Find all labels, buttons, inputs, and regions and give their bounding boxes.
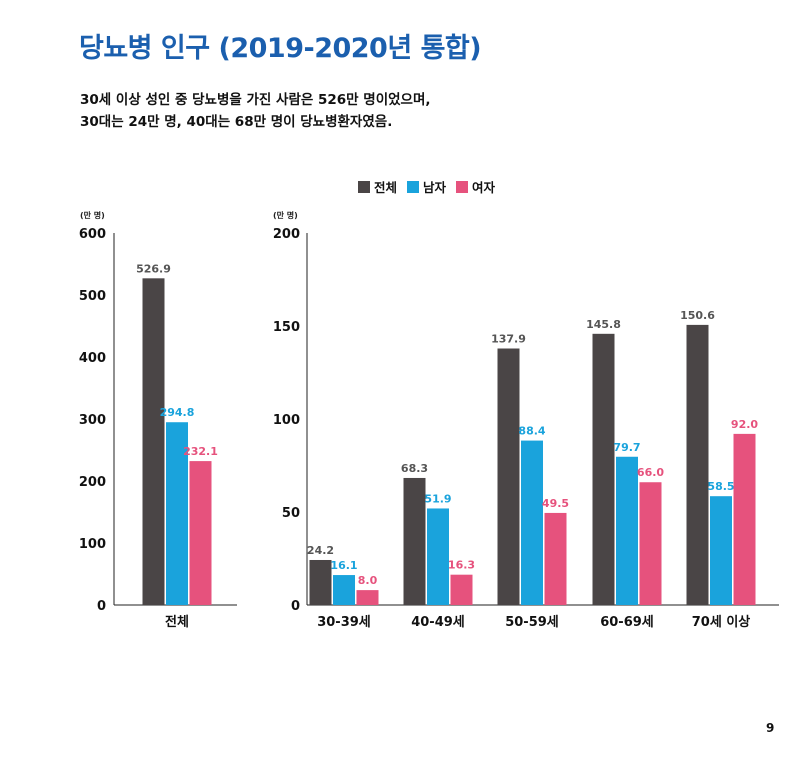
chart-0-y-tick-label: 600 (79, 227, 106, 242)
data-label-total: 526.9 (136, 262, 171, 275)
chart-1-y-tick-label: 150 (273, 320, 300, 335)
bar-total (686, 324, 709, 605)
chart-0-unit-label: (만 명) (80, 210, 105, 220)
legend-item-total: 전체 (358, 177, 397, 196)
bar-female (544, 512, 567, 605)
data-label-total: 68.3 (401, 462, 428, 475)
legend-swatch-female (456, 180, 469, 193)
data-label-male: 58.5 (707, 480, 734, 493)
chart-0-y-tick-label: 400 (79, 351, 106, 366)
chart-1-y-tick-label: 100 (273, 413, 300, 428)
subtitle-line-2: 30대는 24만 명, 40대는 68만 명이 당뇨병환자였음. (80, 114, 393, 130)
legend-swatch-total (358, 180, 370, 193)
bar-male (710, 496, 732, 605)
data-label-male: 294.8 (160, 406, 195, 419)
page-subtitle: 30세 이상 성인 중 당뇨병을 가진 사람은 526만 명이었으며, 30대는… (80, 89, 431, 133)
bar-male (333, 575, 355, 605)
data-label-female: 16.3 (448, 559, 475, 572)
bar-male (427, 508, 449, 605)
legend-label-male: 남자 (423, 180, 447, 195)
subtitle-line-1: 30세 이상 성인 중 당뇨병을 가진 사람은 526만 명이었으며, (80, 92, 431, 108)
chart-1-x-tick-label: 40-49세 (411, 615, 465, 630)
chart-0-y-tick-label: 200 (79, 475, 106, 490)
chart-legend: 전체 남자 여자 (358, 177, 495, 196)
data-label-male: 88.4 (518, 425, 545, 438)
bar-female (639, 482, 662, 605)
bar-female (733, 433, 756, 605)
bar-total (309, 559, 332, 605)
data-label-male: 16.1 (330, 559, 357, 572)
data-label-female: 8.0 (358, 574, 378, 587)
chart-1-x-tick-label: 70세 이상 (692, 614, 751, 630)
chart-1-y-tick-label: 200 (273, 227, 300, 242)
chart-0-y-tick-label: 0 (97, 599, 106, 614)
chart-1-x-tick-label: 30-39세 (317, 615, 371, 630)
bar-male (521, 440, 543, 605)
legend-swatch-male (407, 180, 420, 193)
data-label-female: 92.0 (731, 418, 758, 431)
bar-total (142, 278, 165, 605)
bar-total (592, 333, 615, 605)
chart-0-y-tick-label: 100 (79, 537, 106, 552)
data-label-total: 145.8 (586, 318, 621, 331)
legend-label-total: 전체 (374, 180, 398, 195)
page-number: 9 (766, 721, 775, 735)
data-label-total: 24.2 (307, 544, 334, 557)
chart-1-x-tick-label: 50-59세 (505, 615, 559, 630)
data-label-total: 137.9 (491, 333, 526, 346)
chart-0-y-tick-label: 500 (79, 289, 106, 304)
data-label-female: 49.5 (542, 497, 569, 510)
chart-1-y-tick-label: 0 (291, 599, 300, 614)
data-label-female: 232.1 (183, 445, 218, 458)
bar-male (616, 456, 638, 605)
chart-1-y-tick-label: 50 (282, 506, 300, 521)
bar-female (356, 590, 379, 605)
data-label-male: 51.9 (424, 492, 451, 505)
chart-1-x-tick-label: 60-69세 (600, 615, 654, 630)
data-label-male: 79.7 (613, 441, 640, 454)
data-label-total: 150.6 (680, 309, 715, 322)
page-title: 당뇨병 인구 (2019-2020년 통합) (79, 33, 482, 64)
legend-label-female: 여자 (472, 180, 496, 195)
chart-0-y-tick-label: 300 (79, 413, 106, 428)
bar-total (403, 477, 426, 605)
data-label-female: 66.0 (637, 466, 664, 479)
legend-item-female: 여자 (456, 177, 495, 196)
bar-female (189, 461, 212, 605)
bar-male (166, 422, 188, 605)
chart-0-x-tick-label: 전체 (165, 614, 189, 630)
chart-1-unit-label: (만 명) (273, 210, 298, 220)
bar-female (450, 574, 473, 605)
bar-total (497, 348, 520, 605)
legend-item-male: 남자 (407, 177, 446, 196)
